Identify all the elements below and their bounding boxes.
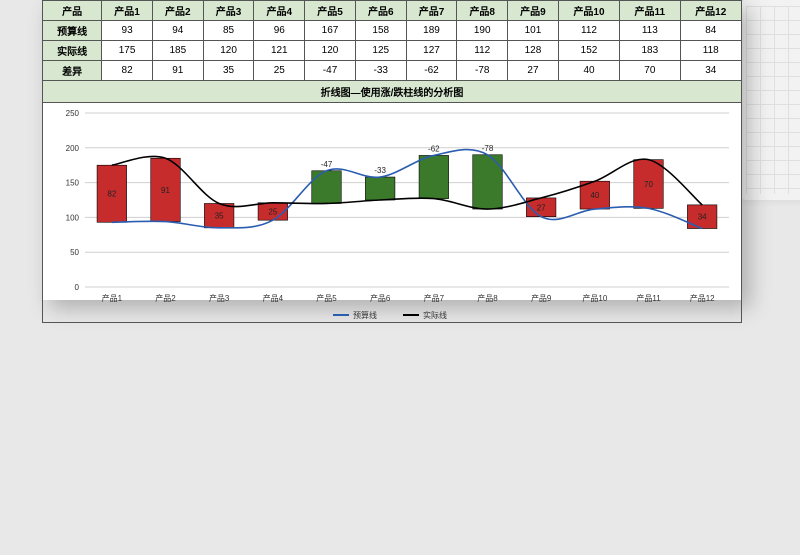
data-table: 产品产品1产品2产品3产品4产品5产品6产品7产品8产品9产品10产品11产品1… [42, 0, 742, 103]
table-cell: 85 [203, 21, 254, 41]
svg-text:产品10: 产品10 [582, 293, 607, 303]
table-cell: 25 [254, 61, 305, 81]
svg-text:产品12: 产品12 [690, 293, 715, 303]
svg-text:250: 250 [66, 109, 80, 118]
table-cell: -33 [355, 61, 406, 81]
chart-area: 0 50 100 150 200 250 82 91 35 25 -47 -33 -62 -78 27 40 7… [42, 103, 742, 323]
svg-text:产品5: 产品5 [316, 293, 337, 303]
table-cell: 120 [203, 41, 254, 61]
col-header: 产品8 [457, 1, 508, 21]
table-cell: 94 [152, 21, 203, 41]
table-cell: -78 [457, 61, 508, 81]
table-cell: 152 [558, 41, 619, 61]
svg-text:实际线: 实际线 [423, 310, 447, 320]
row-label: 差异 [43, 61, 102, 81]
table-cell: 70 [620, 61, 680, 81]
svg-text:50: 50 [70, 248, 79, 257]
col-header: 产品2 [152, 1, 203, 21]
svg-text:-78: -78 [482, 144, 494, 153]
table-cell: 128 [508, 41, 559, 61]
col-header: 产品9 [508, 1, 559, 21]
svg-text:200: 200 [66, 144, 80, 153]
table-cell: 91 [152, 61, 203, 81]
svg-text:-33: -33 [374, 166, 386, 175]
col-header: 产品11 [620, 1, 680, 21]
table-cell: 112 [457, 41, 508, 61]
svg-text:150: 150 [66, 179, 80, 188]
svg-text:0: 0 [75, 283, 80, 292]
table-cell: 34 [680, 61, 742, 81]
table-cell: 183 [620, 41, 680, 61]
table-cell: 158 [355, 21, 406, 41]
svg-text:产品8: 产品8 [477, 293, 498, 303]
svg-text:35: 35 [215, 212, 224, 221]
svg-text:预算线: 预算线 [353, 310, 377, 320]
table-cell: 190 [457, 21, 508, 41]
document-page: 产品产品1产品2产品3产品4产品5产品6产品7产品8产品9产品10产品11产品1… [42, 0, 742, 300]
table-cell: 35 [203, 61, 254, 81]
svg-text:产品2: 产品2 [155, 293, 176, 303]
table-cell: 167 [305, 21, 356, 41]
keyboard-decor [740, 0, 800, 200]
col-header: 产品7 [406, 1, 457, 21]
row-label: 预算线 [43, 21, 102, 41]
table-cell: 93 [102, 21, 153, 41]
row-label: 实际线 [43, 41, 102, 61]
table-cell: 96 [254, 21, 305, 41]
svg-text:产品11: 产品11 [636, 293, 661, 303]
chart-title: 折线图—使用涨/跌柱线的分析图 [43, 81, 742, 103]
table-cell: 185 [152, 41, 203, 61]
table-cell: 27 [508, 61, 559, 81]
svg-text:27: 27 [537, 203, 546, 212]
table-cell: 84 [680, 21, 742, 41]
col-header: 产品4 [254, 1, 305, 21]
col-header: 产品10 [558, 1, 619, 21]
svg-text:25: 25 [268, 207, 277, 216]
col-header: 产品5 [305, 1, 356, 21]
col-header: 产品3 [203, 1, 254, 21]
svg-text:产品3: 产品3 [209, 293, 230, 303]
table-cell: -62 [406, 61, 457, 81]
svg-text:40: 40 [590, 191, 599, 200]
svg-text:34: 34 [698, 213, 707, 222]
table-cell: 120 [305, 41, 356, 61]
table-cell: 82 [102, 61, 153, 81]
svg-text:产品6: 产品6 [370, 293, 391, 303]
col-header: 产品1 [102, 1, 153, 21]
header-product: 产品 [43, 1, 102, 21]
col-header: 产品12 [680, 1, 742, 21]
line-updown-chart: 0 50 100 150 200 250 82 91 35 25 -47 -33 -62 -78 27 40 7… [43, 103, 743, 323]
col-header: 产品6 [355, 1, 406, 21]
table-cell: 113 [620, 21, 680, 41]
svg-text:产品4: 产品4 [263, 293, 284, 303]
table-cell: 125 [355, 41, 406, 61]
svg-text:70: 70 [644, 180, 653, 189]
table-cell: 175 [102, 41, 153, 61]
table-cell: 189 [406, 21, 457, 41]
svg-text:-62: -62 [428, 144, 440, 153]
svg-text:产品1: 产品1 [102, 293, 123, 303]
table-cell: 127 [406, 41, 457, 61]
svg-text:91: 91 [161, 186, 170, 195]
table-cell: 118 [680, 41, 742, 61]
table-cell: 101 [508, 21, 559, 41]
svg-text:82: 82 [107, 190, 116, 199]
svg-text:产品7: 产品7 [424, 293, 445, 303]
svg-text:-47: -47 [321, 160, 333, 169]
table-cell: 40 [558, 61, 619, 81]
svg-text:产品9: 产品9 [531, 293, 552, 303]
table-cell: 112 [558, 21, 619, 41]
table-cell: -47 [305, 61, 356, 81]
table-cell: 121 [254, 41, 305, 61]
svg-text:100: 100 [66, 213, 80, 222]
